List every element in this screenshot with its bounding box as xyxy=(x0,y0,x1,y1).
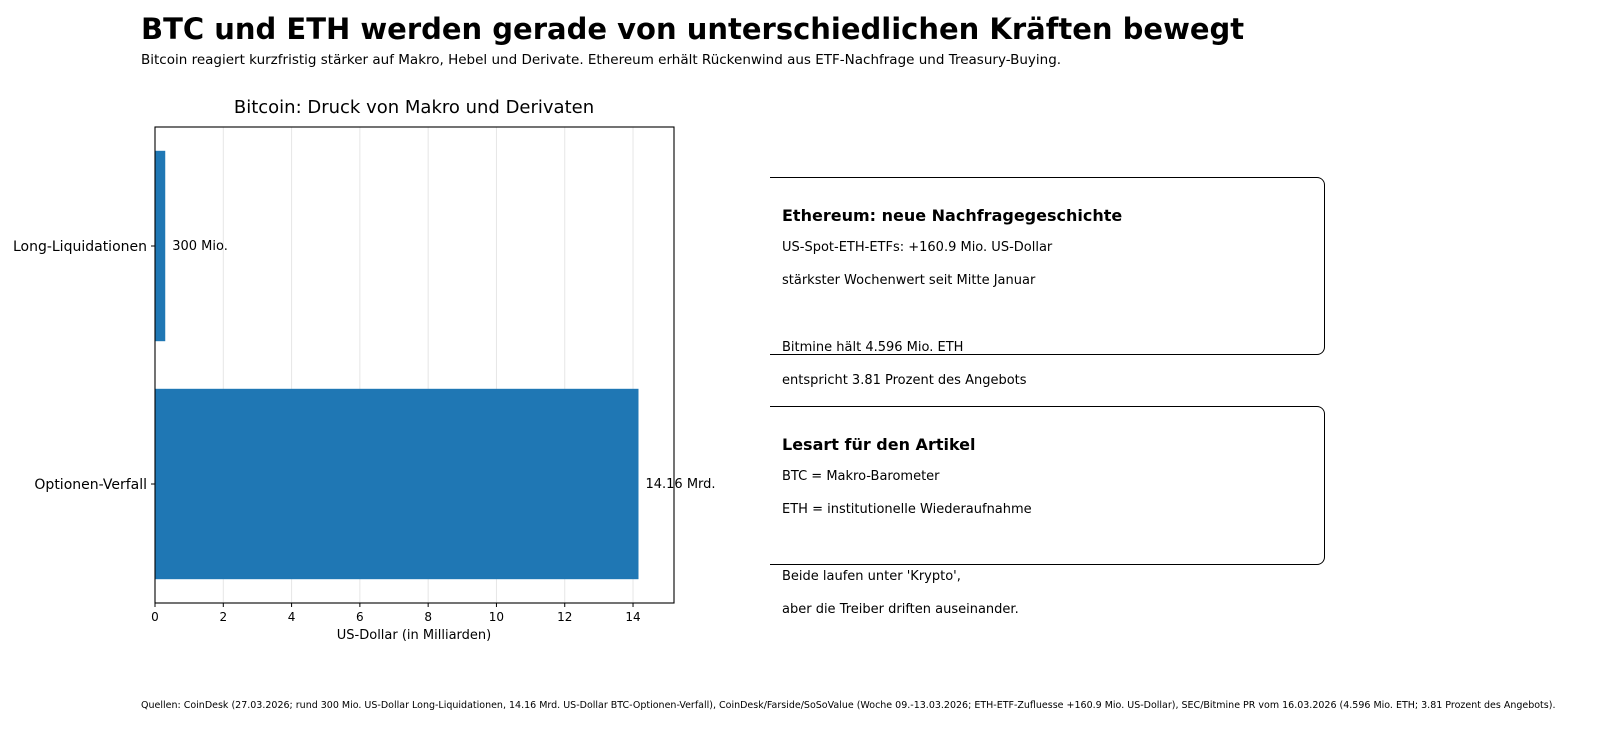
bar xyxy=(155,150,166,342)
bar-chart: Bitcoin: Druck von Makro und Derivaten 0… xyxy=(13,97,716,643)
page-title: BTC und ETH werden gerade von unterschie… xyxy=(141,12,1245,46)
x-tick-label: 4 xyxy=(288,610,296,624)
lesart-info-box xyxy=(770,406,1325,565)
data-labels: 300 Mio. 14.16 Mrd. xyxy=(172,239,715,492)
lesart-line: Beide laufen unter 'Krypto', xyxy=(782,569,961,584)
x-tick-label: 6 xyxy=(356,610,364,624)
y-category-labels: Long-Liquidationen Optionen-Verfall xyxy=(13,239,155,493)
lesart-line: aber die Treiber driften auseinander. xyxy=(782,602,1019,617)
source-note: Quellen: CoinDesk (27.03.2026; rund 300 … xyxy=(141,700,1556,711)
bar-value-label: 14.16 Mrd. xyxy=(645,477,715,492)
lesart-line: BTC = Makro-Barometer xyxy=(782,469,940,484)
eth-info-box xyxy=(770,177,1325,355)
bars xyxy=(155,150,639,580)
x-tick-label: 10 xyxy=(489,610,504,624)
eth-line: Bitmine hält 4.596 Mio. ETH xyxy=(782,340,964,355)
x-axis-label: US-Dollar (in Milliarden) xyxy=(337,628,491,643)
chart-title: Bitcoin: Druck von Makro und Derivaten xyxy=(234,97,594,118)
lesart-line: ETH = institutionelle Wiederaufnahme xyxy=(782,502,1032,517)
x-ticks: 0 2 4 6 8 10 12 14 xyxy=(151,603,641,624)
bar-value-label: 300 Mio. xyxy=(172,239,228,254)
eth-heading: Ethereum: neue Nachfragegeschichte xyxy=(782,206,1123,225)
x-tick-label: 8 xyxy=(424,610,432,624)
x-tick-label: 14 xyxy=(625,610,640,624)
eth-line: entspricht 3.81 Prozent des Angebots xyxy=(782,373,1027,388)
x-tick-label: 2 xyxy=(219,610,227,624)
plot-frame xyxy=(154,126,675,604)
eth-line: stärkster Wochenwert seit Mitte Januar xyxy=(782,273,1036,288)
bar xyxy=(155,388,639,580)
eth-line: US-Spot-ETH-ETFs: +160.9 Mio. US-Dollar xyxy=(782,240,1053,255)
x-tick-label: 0 xyxy=(151,610,159,624)
y-category-label: Long-Liquidationen xyxy=(13,239,147,255)
lesart-heading: Lesart für den Artikel xyxy=(782,435,976,454)
page-subtitle: Bitcoin reagiert kurzfristig stärker auf… xyxy=(141,52,1062,68)
y-category-label: Optionen-Verfall xyxy=(34,477,147,493)
x-tick-label: 12 xyxy=(557,610,572,624)
